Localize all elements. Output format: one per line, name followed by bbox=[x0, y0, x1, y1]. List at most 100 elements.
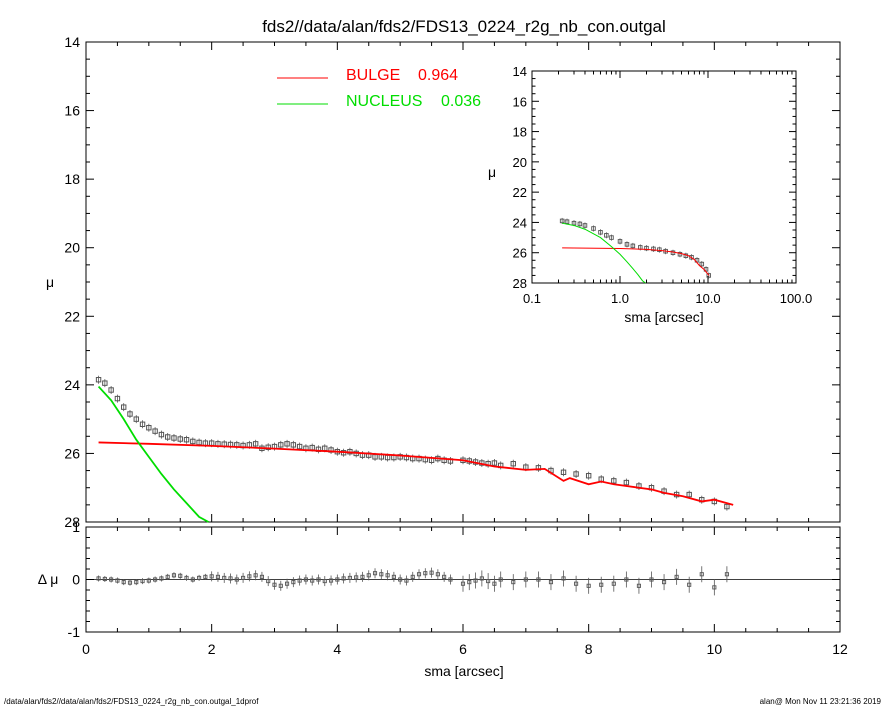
residual-point bbox=[134, 579, 139, 586]
residual-point bbox=[203, 573, 208, 580]
main-data-point bbox=[114, 394, 121, 403]
main-data-point bbox=[133, 415, 139, 424]
residual-point bbox=[379, 569, 384, 580]
main-y-tick-label: 16 bbox=[64, 103, 80, 119]
residual-point bbox=[178, 572, 183, 579]
residual-point bbox=[372, 568, 378, 579]
inset-panel: 14 16 18 20 22 24 26 28 0.1 1.0 10.0 100.0 μ sma [… bbox=[488, 64, 812, 325]
inset-data-point bbox=[624, 241, 630, 248]
residual-point bbox=[360, 571, 365, 582]
residual-x-tick-label: 4 bbox=[333, 641, 341, 657]
inset-data-point bbox=[677, 251, 683, 258]
residual-point bbox=[416, 569, 422, 580]
residual-point bbox=[674, 568, 679, 585]
residual-point bbox=[460, 575, 466, 592]
residual-y-tick-label: -1 bbox=[68, 624, 81, 640]
inset-data-point bbox=[644, 245, 649, 252]
residual-point bbox=[354, 572, 359, 583]
residual-point bbox=[435, 569, 440, 580]
main-panel: 14 16 18 20 22 24 26 28 μ BULGE 0.964 NUCLEUS 0… bbox=[46, 34, 841, 530]
main-data-point bbox=[585, 471, 592, 480]
inset-data-point bbox=[604, 232, 609, 239]
inset-data-point bbox=[577, 220, 583, 227]
main-data-point bbox=[284, 439, 290, 448]
residual-point bbox=[266, 576, 271, 587]
inset-y-tick-label: 26 bbox=[513, 246, 527, 261]
residual-point bbox=[479, 570, 484, 587]
residual-point bbox=[429, 567, 434, 578]
residual-point bbox=[329, 575, 334, 586]
inset-x-tick-label: 10.0 bbox=[695, 291, 720, 306]
residual-point bbox=[316, 574, 321, 585]
inset-data-point bbox=[630, 242, 636, 249]
residual-point bbox=[662, 574, 667, 591]
main-y-tick-label: 28 bbox=[64, 514, 80, 530]
residual-y-axis-label: Δ μ bbox=[38, 571, 59, 587]
inset-y-tick-label: 28 bbox=[513, 276, 527, 291]
residual-point bbox=[536, 571, 541, 588]
inset-y-tick-label: 18 bbox=[513, 125, 527, 140]
residual-point bbox=[335, 574, 340, 585]
residual-y-tick-labels: -1 0 1 bbox=[68, 519, 81, 640]
main-data-point bbox=[315, 445, 322, 454]
main-data-point bbox=[95, 375, 102, 384]
residual-point bbox=[153, 576, 158, 583]
inset-x-tick-label: 1.0 bbox=[611, 291, 629, 306]
footer-file-path: /data/alan/fds2//data/alan/fds2/FDS13_02… bbox=[4, 697, 259, 706]
residual-axis-ticks bbox=[85, 526, 841, 633]
main-data-point bbox=[171, 434, 177, 442]
residual-point bbox=[410, 571, 415, 582]
inset-x-tick-label: 0.1 bbox=[523, 291, 541, 306]
inset-y-axis-label: μ bbox=[488, 164, 496, 180]
residual-point bbox=[102, 575, 107, 582]
residual-x-tick-label: 2 bbox=[208, 641, 216, 657]
main-data-point bbox=[560, 468, 567, 477]
residual-point bbox=[278, 580, 283, 591]
residual-point bbox=[347, 572, 352, 583]
residual-point bbox=[404, 575, 409, 586]
legend-bulge-value: 0.964 bbox=[418, 67, 458, 84]
residual-point bbox=[184, 574, 189, 581]
footer-timestamp: alan@ Mon Nov 11 23:21:36 2019 bbox=[760, 697, 882, 706]
inset-data-point bbox=[559, 217, 565, 224]
residual-point bbox=[234, 574, 239, 585]
residual-point bbox=[171, 572, 177, 579]
residual-point bbox=[366, 570, 371, 581]
main-data-point bbox=[108, 386, 114, 394]
residual-point bbox=[322, 576, 327, 587]
residual-point bbox=[241, 572, 246, 583]
residual-point bbox=[423, 568, 428, 579]
residual-point bbox=[341, 573, 346, 584]
main-data-point bbox=[177, 435, 183, 444]
main-data-point bbox=[485, 459, 491, 468]
main-data-point bbox=[139, 420, 146, 429]
residual-x-tick-label: 6 bbox=[459, 641, 467, 657]
residual-point bbox=[467, 574, 472, 591]
inset-x-axis-label: sma [arcsec] bbox=[624, 309, 703, 325]
main-data-point bbox=[240, 441, 246, 450]
residual-point bbox=[121, 579, 126, 586]
residual-point bbox=[303, 574, 308, 585]
inset-data-point bbox=[609, 234, 614, 241]
residual-point bbox=[247, 571, 252, 582]
main-data-point bbox=[441, 456, 447, 465]
inset-x-tick-label: 100.0 bbox=[780, 291, 813, 306]
main-data-point bbox=[102, 379, 108, 388]
inset-y-tick-label: 16 bbox=[513, 94, 527, 109]
residual-y-tick-label: 0 bbox=[72, 572, 80, 588]
main-observed-points bbox=[95, 375, 730, 511]
inset-data-point bbox=[617, 238, 623, 245]
main-data-point bbox=[397, 452, 403, 461]
inset-data-point bbox=[591, 225, 596, 232]
inset-data-point bbox=[598, 229, 603, 236]
residual-point bbox=[215, 571, 221, 582]
inset-y-tick-labels: 14 16 18 20 22 24 26 28 bbox=[513, 64, 527, 291]
residual-point bbox=[624, 571, 629, 588]
main-data-point bbox=[699, 495, 705, 504]
main-data-point bbox=[164, 432, 171, 441]
residual-point bbox=[712, 579, 717, 596]
residual-point bbox=[636, 577, 641, 594]
main-data-point bbox=[183, 435, 190, 444]
main-y-tick-label: 14 bbox=[64, 34, 80, 50]
residual-point bbox=[492, 575, 497, 592]
